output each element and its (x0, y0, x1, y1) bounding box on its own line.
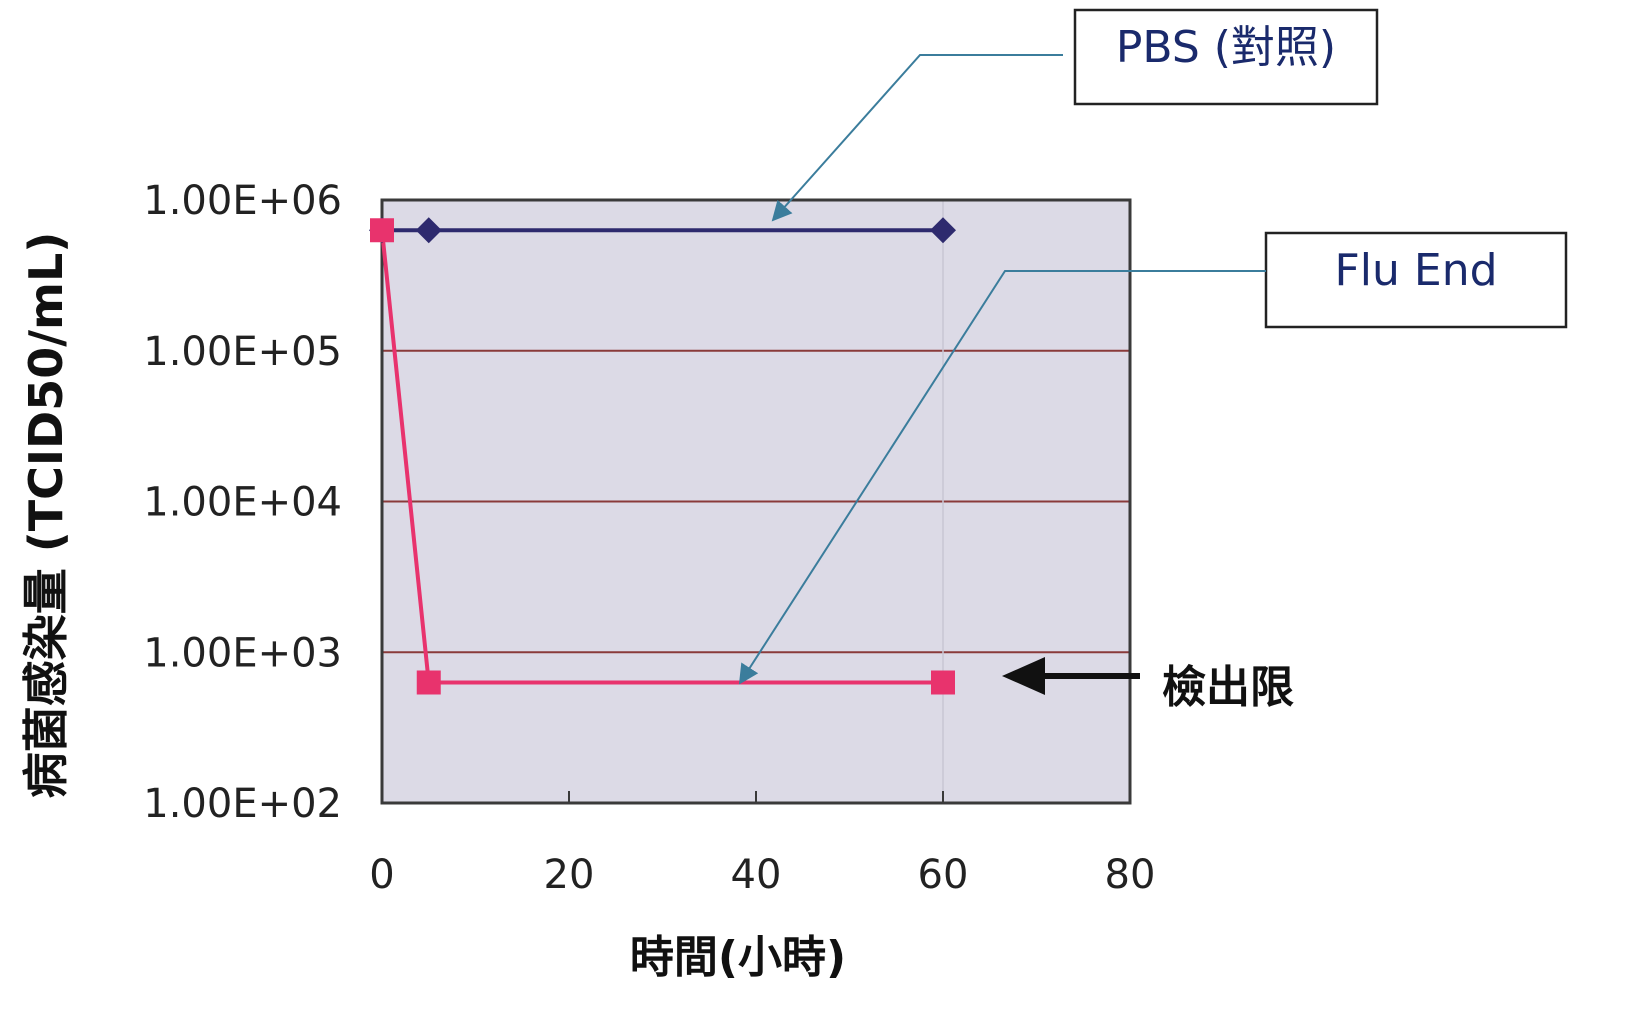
series-group (369, 217, 956, 695)
x-tick-label: 60 (918, 852, 969, 898)
series-point-fluend (931, 670, 955, 695)
pbs-callout-label: PBS (對照) (1116, 22, 1336, 73)
y-tick-label: 1.00E+04 (143, 480, 342, 526)
y-tick-label: 1.00E+05 (143, 329, 342, 375)
y-tick-label: 1.00E+06 (143, 178, 342, 224)
x-tick-label: 0 (369, 852, 394, 898)
fluend-callout-label: Flu End (1334, 245, 1497, 296)
x-tick-label: 80 (1105, 852, 1156, 898)
plot-frame (380, 198, 1132, 805)
fluend-callout-leader (738, 270, 1266, 685)
x-tick-label: 20 (544, 852, 595, 898)
series-point-fluend (370, 218, 394, 243)
pbs-callout-leader (771, 54, 1063, 222)
series-point-pbs (930, 217, 956, 244)
x-tick-labels: 0 20 40 60 80 (369, 791, 1155, 898)
detection-limit-arrow-icon (1002, 657, 1045, 695)
y-axis-title: 病菌感染量 (TCID50/mL) (19, 232, 73, 799)
series-point-pbs (415, 217, 442, 244)
x-tick-label: 40 (731, 852, 782, 898)
y-tick-label: 1.00E+02 (143, 781, 342, 827)
series-point-fluend (416, 670, 441, 695)
detection-limit-label: 檢出限 (1162, 662, 1294, 713)
pbs-callout-box (1073, 8, 1379, 106)
y-tick-label: 1.00E+03 (143, 630, 342, 676)
y-tick-labels: 1.00E+02 1.00E+03 1.00E+04 1.00E+05 1.00E+06 (143, 178, 342, 827)
fluend-callout-box (1264, 231, 1568, 329)
gridlines (382, 200, 1130, 803)
x-axis-title: 時間(小時) (630, 932, 846, 983)
